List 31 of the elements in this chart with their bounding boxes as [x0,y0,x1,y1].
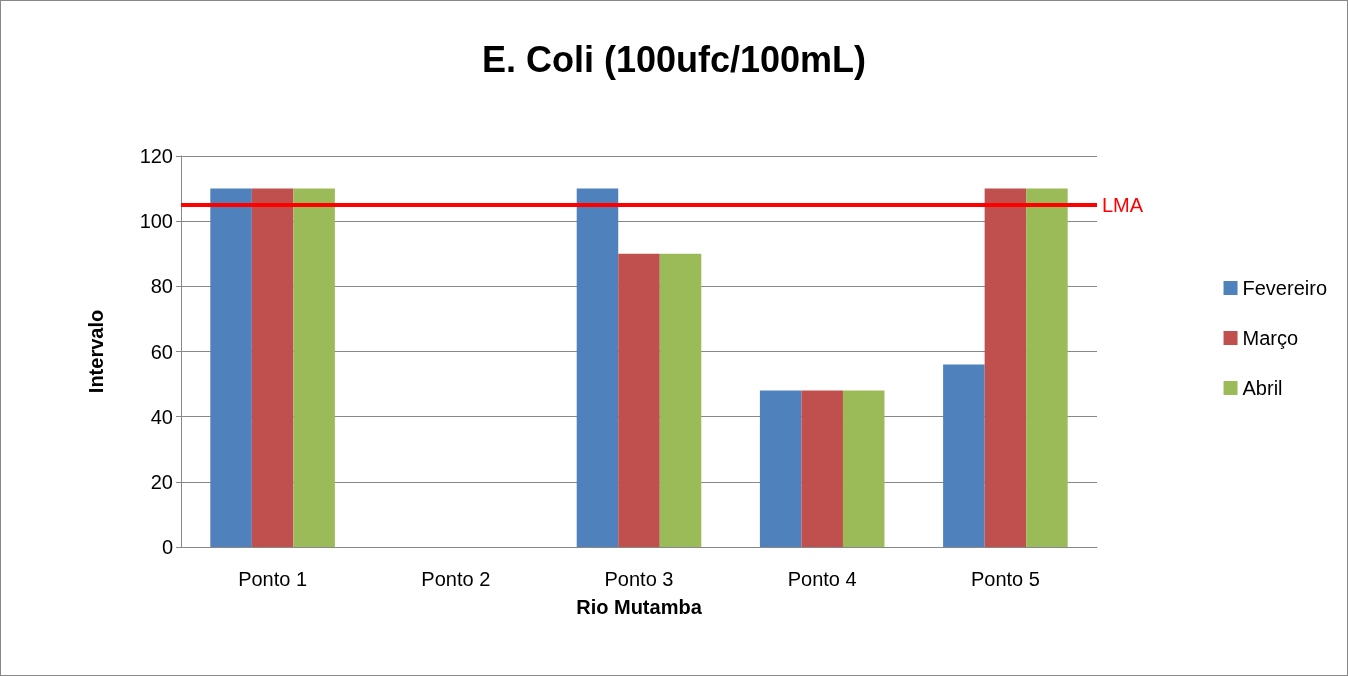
bar [576,188,619,547]
x-tick-label: Ponto 2 [421,568,491,590]
legend-label: Fevereiro [1242,277,1328,299]
x-axis-title: Rio Mutamba [576,596,703,618]
legend-label: Abril [1242,377,1283,399]
bar [293,188,335,547]
bar [943,364,985,547]
x-tick-label: Ponto 3 [604,568,674,590]
x-tick-label: Ponto 5 [970,568,1040,590]
ref-line-label: LMA [1102,193,1144,216]
legend-label: Março [1242,327,1299,349]
y-tick-label: 60 [150,340,173,363]
bar [759,390,802,547]
bar [251,188,294,547]
y-axis-title: Intervalo [85,309,107,394]
y-tick-label: 40 [150,405,173,428]
y-tick-label: 80 [150,275,173,298]
x-tick-label: Ponto 1 [238,568,308,590]
chart-title: E. Coli (100ufc/100mL) [481,38,867,80]
bar [659,253,702,547]
x-tick-label: Ponto 4 [787,568,857,590]
y-tick-label: 120 [139,145,173,167]
bar [210,188,252,547]
y-tick-label: 100 [139,210,173,233]
bar [1026,188,1068,547]
y-tick-label: 0 [161,536,173,558]
bar [801,390,843,547]
bar [984,188,1027,547]
y-tick-label: 20 [150,470,173,493]
bar [618,253,660,547]
bar [842,390,885,547]
